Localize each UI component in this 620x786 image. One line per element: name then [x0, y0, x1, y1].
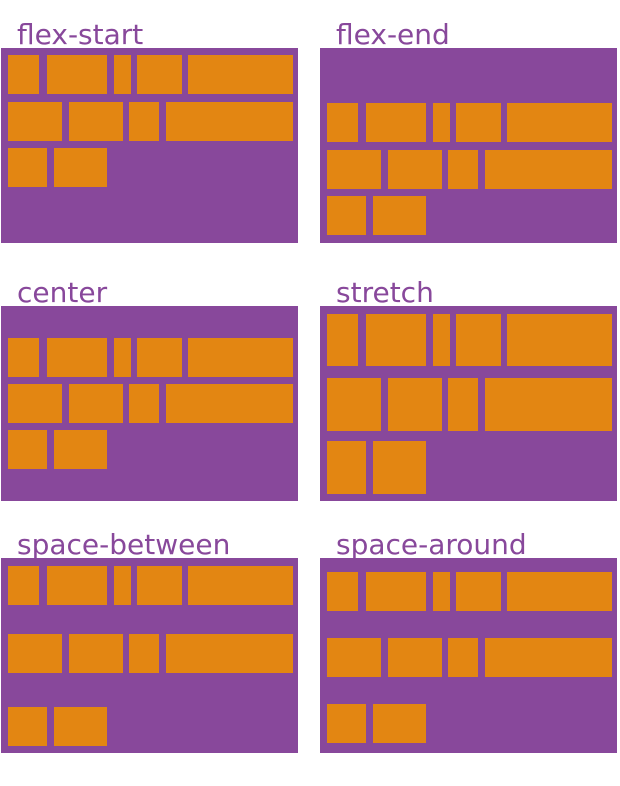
- flex-item: [166, 102, 293, 141]
- flex-item: [366, 314, 426, 366]
- flex-item: [327, 704, 366, 743]
- flex-item: [327, 441, 366, 494]
- flex-item: [129, 384, 159, 423]
- flex-item: [433, 572, 450, 611]
- flex-container-stretch: [320, 306, 617, 501]
- flex-item: [8, 55, 39, 94]
- flex-item: [47, 55, 107, 94]
- flex-item: [114, 338, 131, 377]
- flex-item: [166, 384, 293, 423]
- flex-item: [8, 430, 47, 469]
- flex-item: [433, 314, 450, 366]
- flex-item: [507, 314, 612, 366]
- flex-item: [388, 638, 442, 677]
- flex-item: [129, 102, 159, 141]
- flex-item: [456, 103, 501, 142]
- flex-item: [327, 150, 381, 189]
- flex-item: [373, 196, 426, 235]
- flex-item: [373, 441, 426, 494]
- flex-item: [388, 150, 442, 189]
- flex-item: [188, 55, 293, 94]
- flex-item: [8, 338, 39, 377]
- flex-item: [54, 707, 107, 746]
- flex-item: [47, 338, 107, 377]
- flex-item: [137, 338, 182, 377]
- flex-item: [373, 704, 426, 743]
- flex-item: [456, 314, 501, 366]
- panel-label-space-between: space-between: [17, 528, 231, 561]
- flex-item: [8, 384, 62, 423]
- flex-item: [366, 572, 426, 611]
- flex-item: [137, 55, 182, 94]
- flex-item: [188, 566, 293, 605]
- flex-item: [327, 103, 358, 142]
- flex-item: [114, 55, 131, 94]
- flex-item: [327, 572, 358, 611]
- flex-item: [327, 196, 366, 235]
- flex-item: [485, 638, 612, 677]
- flex-item: [8, 707, 47, 746]
- flex-container-space-around: [320, 558, 617, 753]
- flex-item: [366, 103, 426, 142]
- flex-item: [129, 634, 159, 673]
- flex-item: [69, 102, 123, 141]
- flex-item: [448, 638, 478, 677]
- flex-item: [485, 150, 612, 189]
- flex-item: [8, 566, 39, 605]
- flex-container-center: [1, 306, 298, 501]
- panel-label-flex-end: flex-end: [336, 18, 450, 51]
- flex-item: [456, 572, 501, 611]
- flex-container-flex-start: [1, 48, 298, 243]
- flex-item: [448, 378, 478, 431]
- panel-label-center: center: [17, 276, 108, 309]
- flex-item: [327, 378, 381, 431]
- flex-item: [47, 566, 107, 605]
- flex-item: [114, 566, 131, 605]
- flex-item: [507, 572, 612, 611]
- panel-label-space-around: space-around: [336, 528, 527, 561]
- flex-item: [485, 378, 612, 431]
- flex-item: [54, 148, 107, 187]
- flex-item: [54, 430, 107, 469]
- flex-item: [327, 638, 381, 677]
- flex-item: [188, 338, 293, 377]
- flex-item: [448, 150, 478, 189]
- flex-item: [388, 378, 442, 431]
- flex-item: [137, 566, 182, 605]
- flex-item: [327, 314, 358, 366]
- flex-container-flex-end: [320, 48, 617, 243]
- flex-item: [8, 634, 62, 673]
- flex-item: [166, 634, 293, 673]
- flex-item: [69, 384, 123, 423]
- flex-container-space-between: [1, 558, 298, 753]
- flex-item: [507, 103, 612, 142]
- panel-label-stretch: stretch: [336, 276, 434, 309]
- flex-item: [433, 103, 450, 142]
- flex-item: [69, 634, 123, 673]
- flex-item: [8, 148, 47, 187]
- flex-item: [8, 102, 62, 141]
- panel-label-flex-start: flex-start: [17, 18, 144, 51]
